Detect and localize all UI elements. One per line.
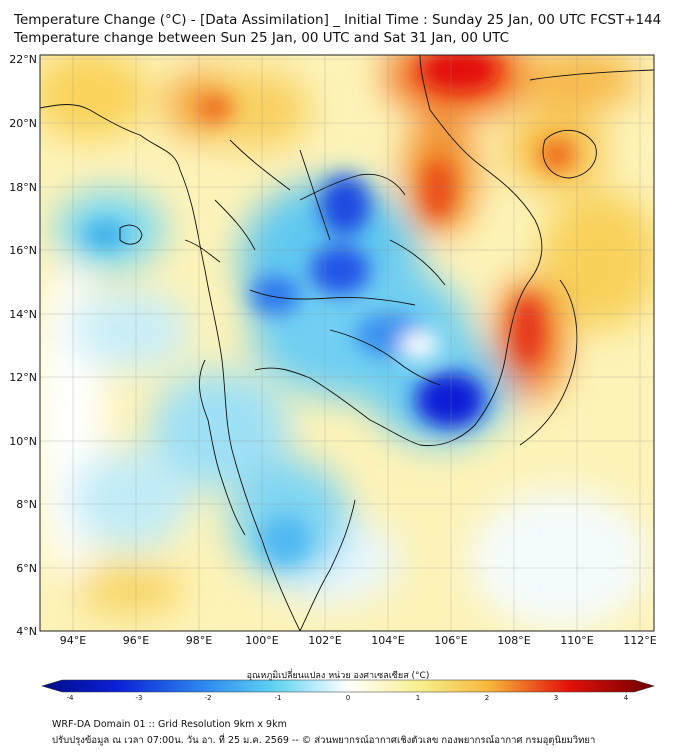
colorbar-tick: 0	[346, 694, 350, 702]
lon-label: 108°E	[497, 634, 530, 647]
lat-label: 20°N	[9, 117, 37, 130]
lon-label: 102°E	[308, 634, 341, 647]
colorbar-tick: 4	[624, 694, 629, 702]
lon-label: 104°E	[371, 634, 404, 647]
lat-label: 16°N	[9, 244, 37, 257]
colorbar-tick: -3	[136, 694, 143, 702]
model-info: WRF-DA Domain 01 :: Grid Resolution 9km …	[52, 719, 287, 730]
lon-label: 98°E	[186, 634, 212, 647]
colorbar-tick: -1	[275, 694, 282, 702]
lat-label: 10°N	[9, 435, 37, 448]
colorbar-title: อุณหภูมิเปลี่ยนแปลง หน่วย องศาเซลเซียส (…	[246, 671, 430, 681]
map-title: Temperature Change (°C) - [Data Assimila…	[14, 12, 662, 28]
colorbar-bar	[40, 679, 656, 693]
colorbar-tick: 2	[485, 694, 489, 702]
coastline-layer	[40, 55, 654, 631]
lon-label: 112°E	[623, 634, 656, 647]
lat-label: 22°N	[9, 53, 37, 66]
map-subtitle: Temperature change between Sun 25 Jan, 0…	[14, 30, 510, 46]
field-layer	[40, 55, 654, 631]
lon-label: 110°E	[560, 634, 593, 647]
update-credit: ปรับปรุงข้อมูล ณ เวลา 07:00น. วัน อา. ที…	[52, 735, 596, 746]
lon-labels: 94°E 96°E 98°E 100°E 102°E 104°E 106°E 1…	[60, 634, 657, 647]
lon-label: 94°E	[60, 634, 86, 647]
lon-label: 96°E	[123, 634, 149, 647]
colorbar-tick: 1	[416, 694, 420, 702]
colorbar: -4 -3 -2 -1 0 1 2 3 4	[40, 679, 656, 702]
lat-label: 4°N	[16, 625, 37, 638]
colorbar-tick: 3	[554, 694, 558, 702]
colorbar-ticks: -4 -3 -2 -1 0 1 2 3 4	[67, 694, 629, 702]
graticule-layer	[40, 55, 654, 631]
lat-label: 12°N	[9, 371, 37, 384]
colorbar-tick: -2	[205, 694, 212, 702]
lon-label: 100°E	[245, 634, 278, 647]
colorbar-tick: -4	[67, 694, 75, 702]
lat-labels: 22°N 20°N 18°N 16°N 14°N 12°N 10°N 8°N 6…	[9, 53, 37, 638]
lat-label: 8°N	[16, 498, 37, 511]
lon-label: 106°E	[434, 634, 467, 647]
lat-label: 6°N	[16, 562, 37, 575]
lat-label: 14°N	[9, 308, 37, 321]
map-frame	[39, 54, 655, 632]
lat-label: 18°N	[9, 181, 37, 194]
